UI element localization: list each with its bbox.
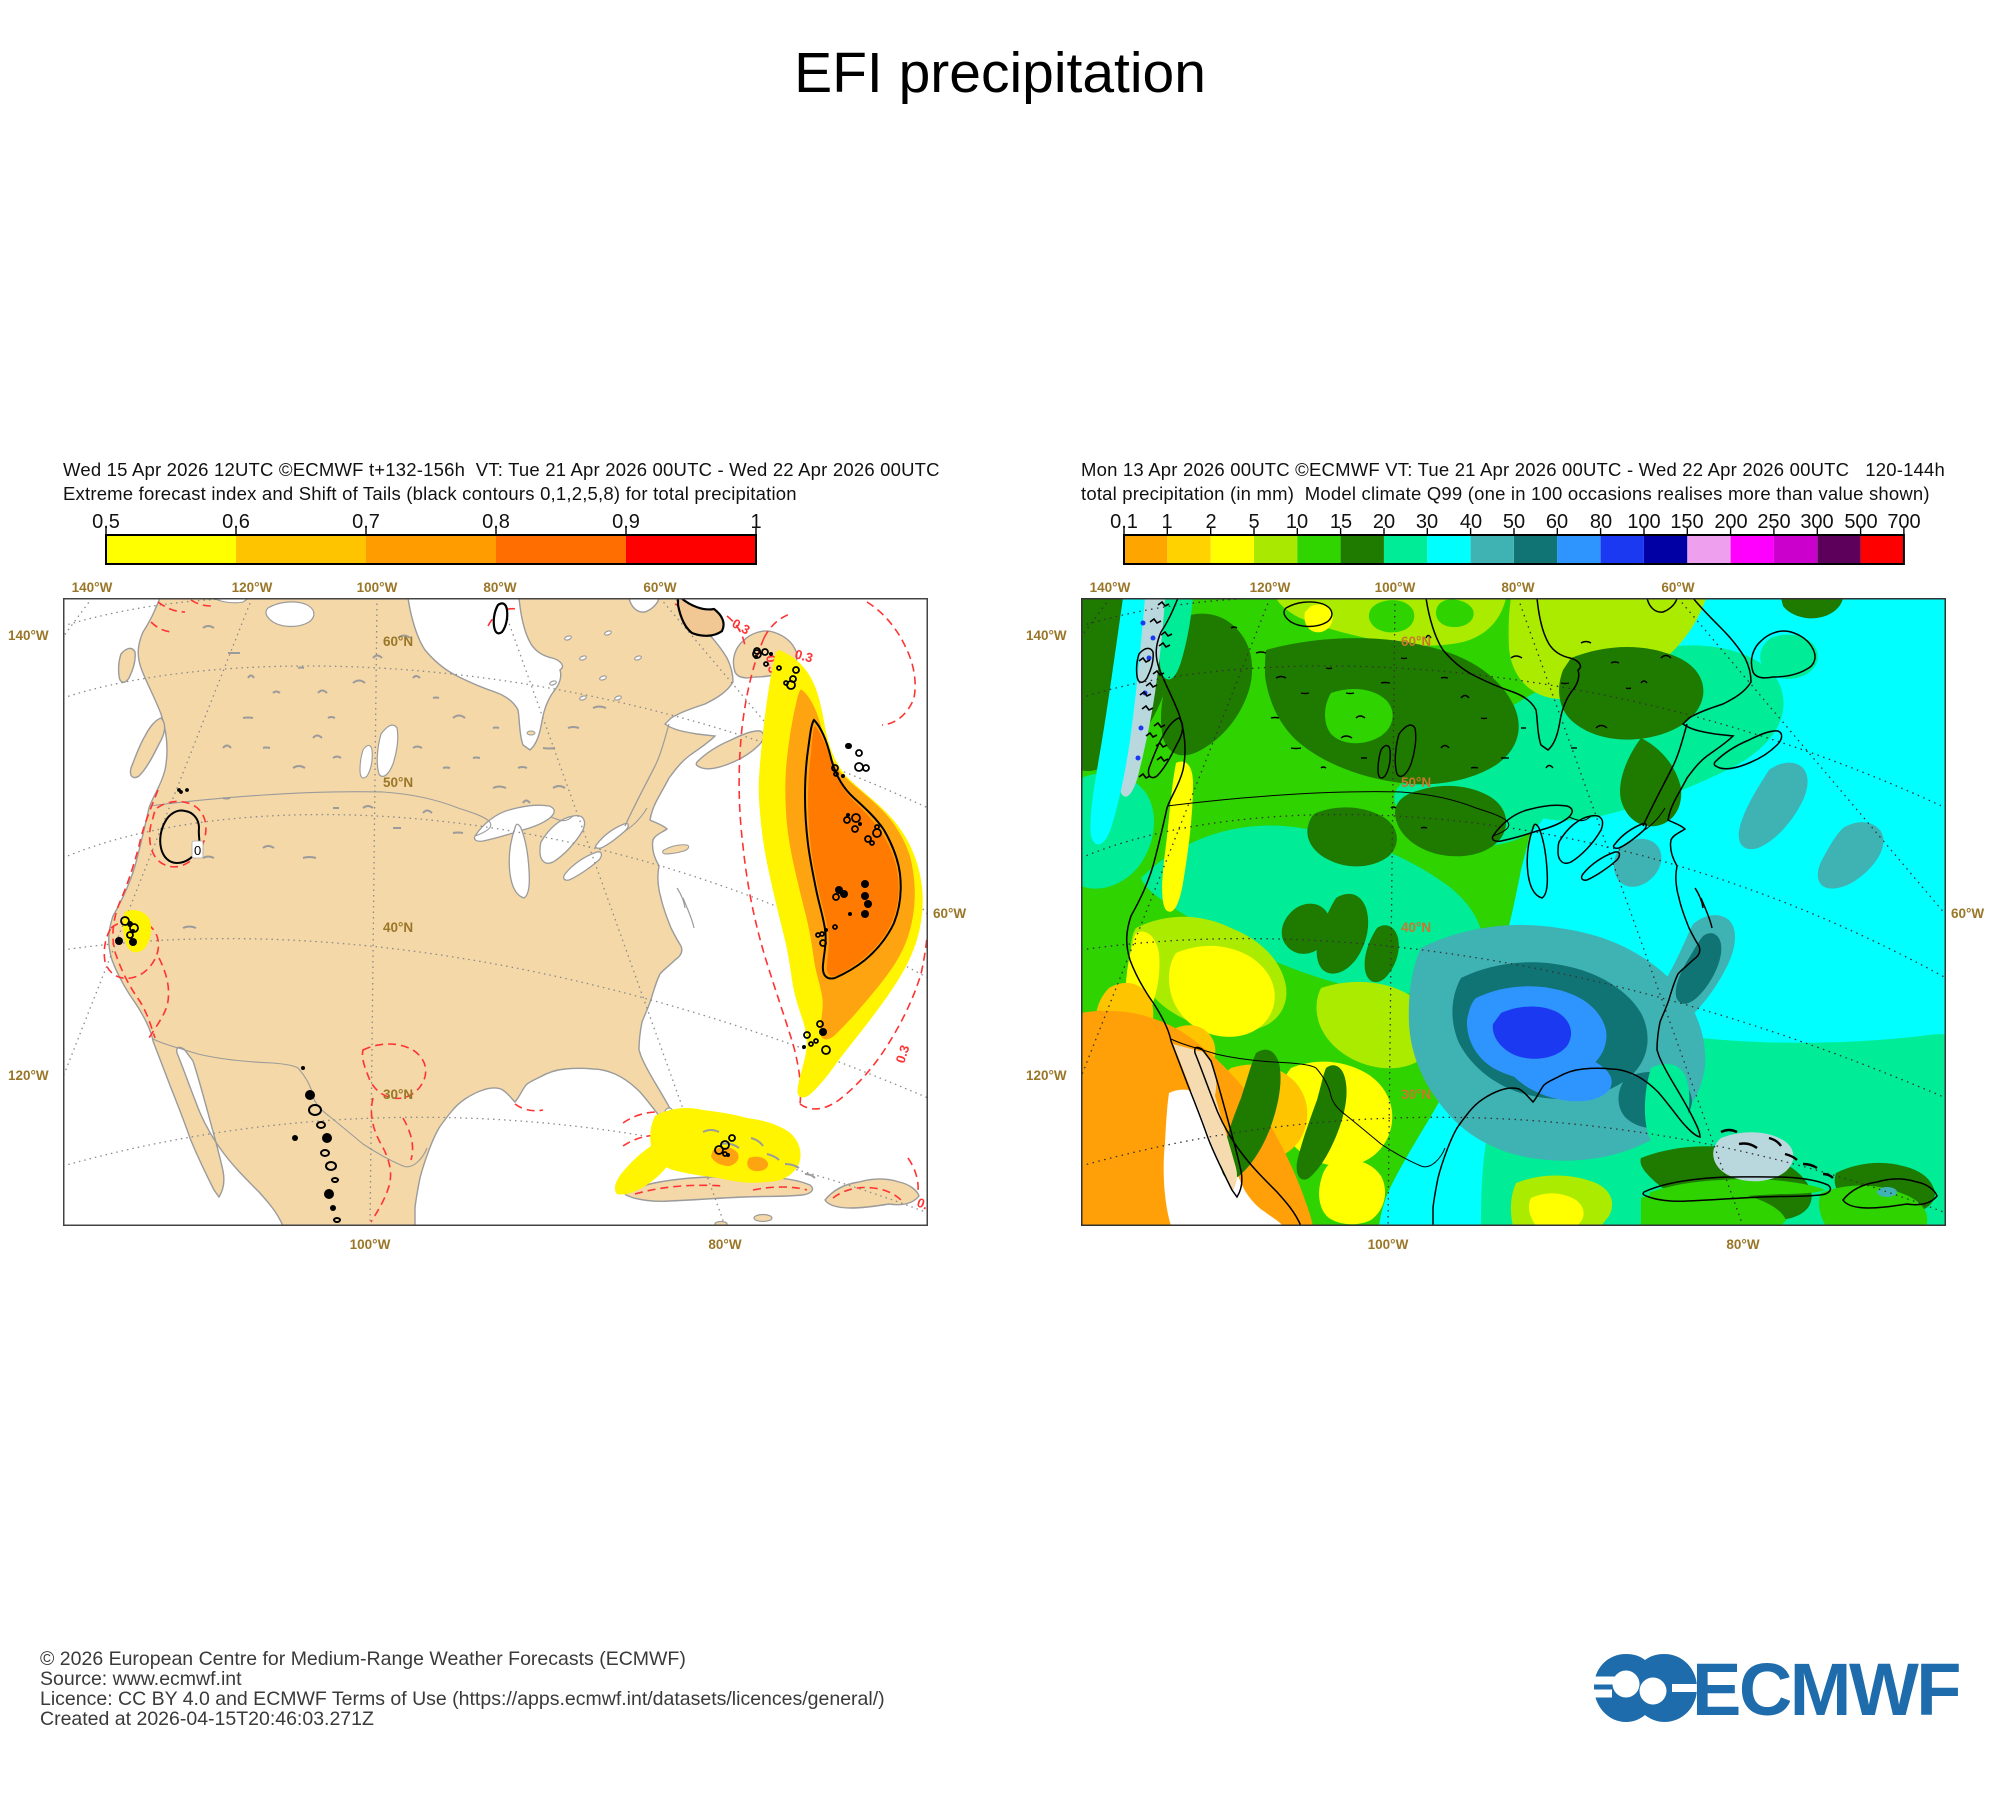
svg-text:40°N: 40°N [1401, 920, 1431, 935]
svg-text:60°N: 60°N [383, 634, 413, 649]
svg-text:30°N: 30°N [1401, 1087, 1431, 1102]
svg-text:0: 0 [194, 843, 201, 858]
svg-text:ECMWF: ECMWF [1692, 1648, 1959, 1731]
svg-text:50°N: 50°N [1401, 775, 1431, 790]
svg-text:0.3: 0.3 [893, 1043, 913, 1065]
svg-text:40°N: 40°N [383, 920, 413, 935]
svg-text:30°N: 30°N [383, 1087, 413, 1102]
svg-text:0.3: 0.3 [793, 646, 814, 665]
svg-text:0.3: 0.3 [915, 1195, 928, 1215]
svg-text:50°N: 50°N [383, 775, 413, 790]
svg-text:60°N: 60°N [1401, 634, 1431, 649]
